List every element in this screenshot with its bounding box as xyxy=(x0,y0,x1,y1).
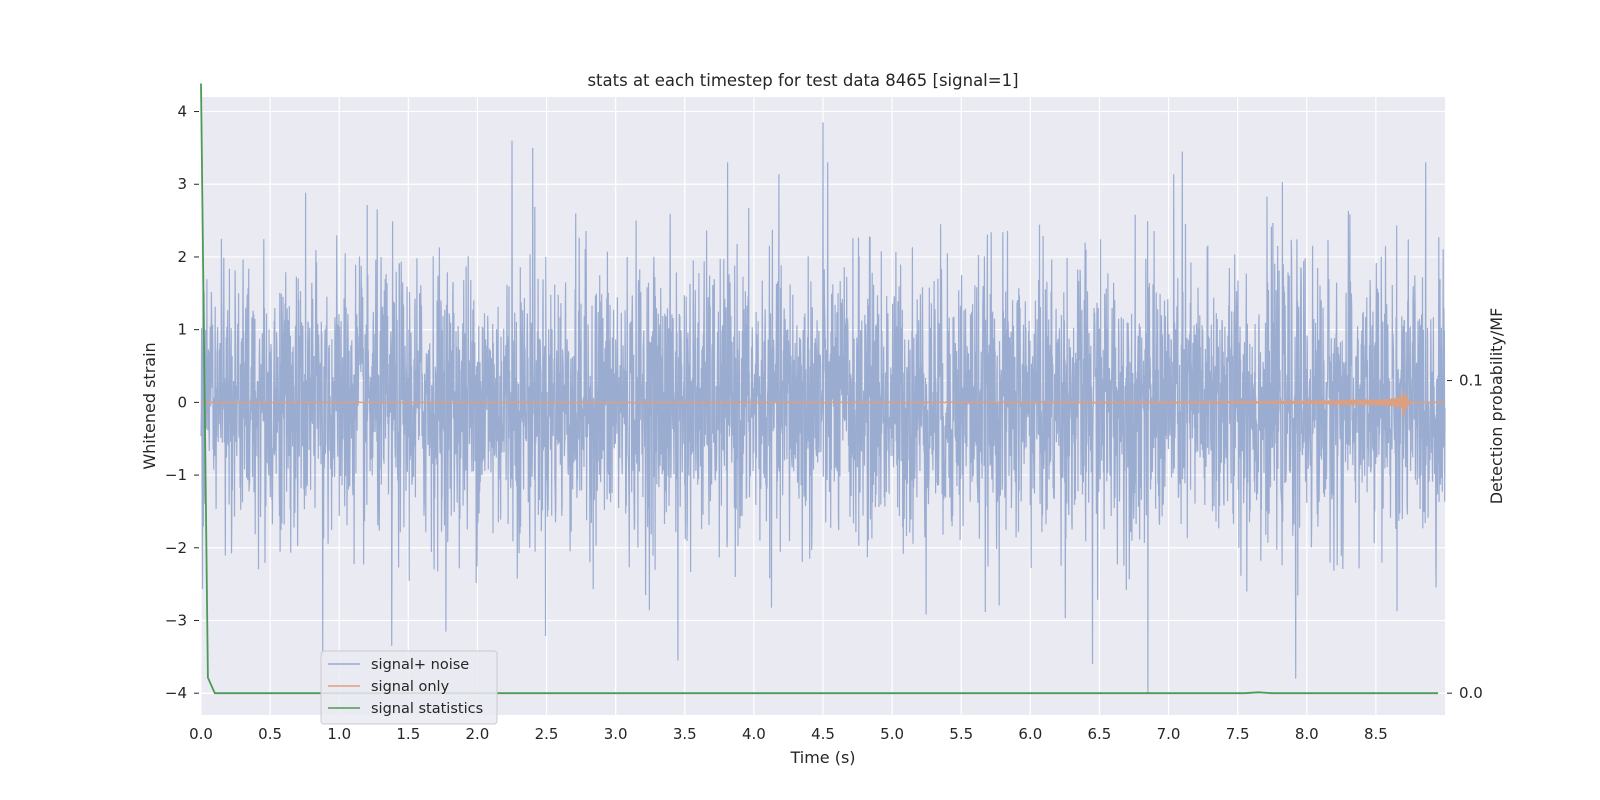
y-tick-label: 0 xyxy=(177,393,187,411)
x-tick-label: 6.5 xyxy=(1088,725,1112,743)
y-tick-label: 1 xyxy=(177,321,187,339)
y2-axis-label: Detection probability/MF xyxy=(1487,308,1506,505)
x-tick-label: 1.5 xyxy=(396,725,420,743)
y-tick-label: −4 xyxy=(165,684,187,702)
x-tick-label: 8.5 xyxy=(1364,725,1388,743)
x-tick-label: 5.0 xyxy=(880,725,904,743)
y-tick-label: 3 xyxy=(177,175,187,193)
y-tick-label: 4 xyxy=(177,103,187,121)
y2-tick-label: 0.0 xyxy=(1459,684,1483,702)
x-tick-label: 7.0 xyxy=(1157,725,1181,743)
series-layer xyxy=(200,83,1446,695)
x-tick-label: 0.0 xyxy=(189,725,213,743)
series-signal-only xyxy=(200,391,1445,418)
x-tick-label: 2.5 xyxy=(535,725,559,743)
x-tick-label: 4.5 xyxy=(811,725,835,743)
legend-label-statistics: signal statistics xyxy=(371,701,483,717)
legend: signal+ noise signal only signal statist… xyxy=(320,650,498,725)
x-tick-label: 2.0 xyxy=(466,725,490,743)
x-tick-label: 8.0 xyxy=(1295,725,1319,743)
chart-title: stats at each timestep for test data 846… xyxy=(587,71,1018,90)
y-tick-label: 2 xyxy=(177,248,187,266)
x-tick-label: 5.5 xyxy=(949,725,973,743)
x-tick-label: 0.5 xyxy=(258,725,282,743)
x-axis-label: Time (s) xyxy=(789,748,855,767)
series-signal-noise xyxy=(200,122,1446,694)
y2-tick-label: 0.1 xyxy=(1459,372,1483,390)
legend-box xyxy=(320,650,498,725)
y-axis-label: Whitened strain xyxy=(140,342,159,469)
x-tick-label: 6.0 xyxy=(1018,725,1042,743)
axis-ticks: 0.0 0.5 1.0 1.5 2.0 2.5 3.0 3.5 4.0 4.5 5.0 5.5 6.0 6… xyxy=(165,103,1483,743)
x-tick-label: 3.5 xyxy=(673,725,697,743)
legend-label-signal: signal only xyxy=(371,679,450,695)
y-tick-label: −2 xyxy=(165,539,187,557)
x-tick-label: 7.5 xyxy=(1226,725,1250,743)
series-signal-statistics xyxy=(200,83,1439,695)
x-tick-label: 4.0 xyxy=(742,725,766,743)
x-tick-label: 3.0 xyxy=(604,725,628,743)
legend-label-noise: signal+ noise xyxy=(371,657,469,673)
y-tick-label: −1 xyxy=(165,466,187,484)
y-tick-label: −3 xyxy=(165,611,187,629)
x-tick-label: 1.0 xyxy=(327,725,351,743)
